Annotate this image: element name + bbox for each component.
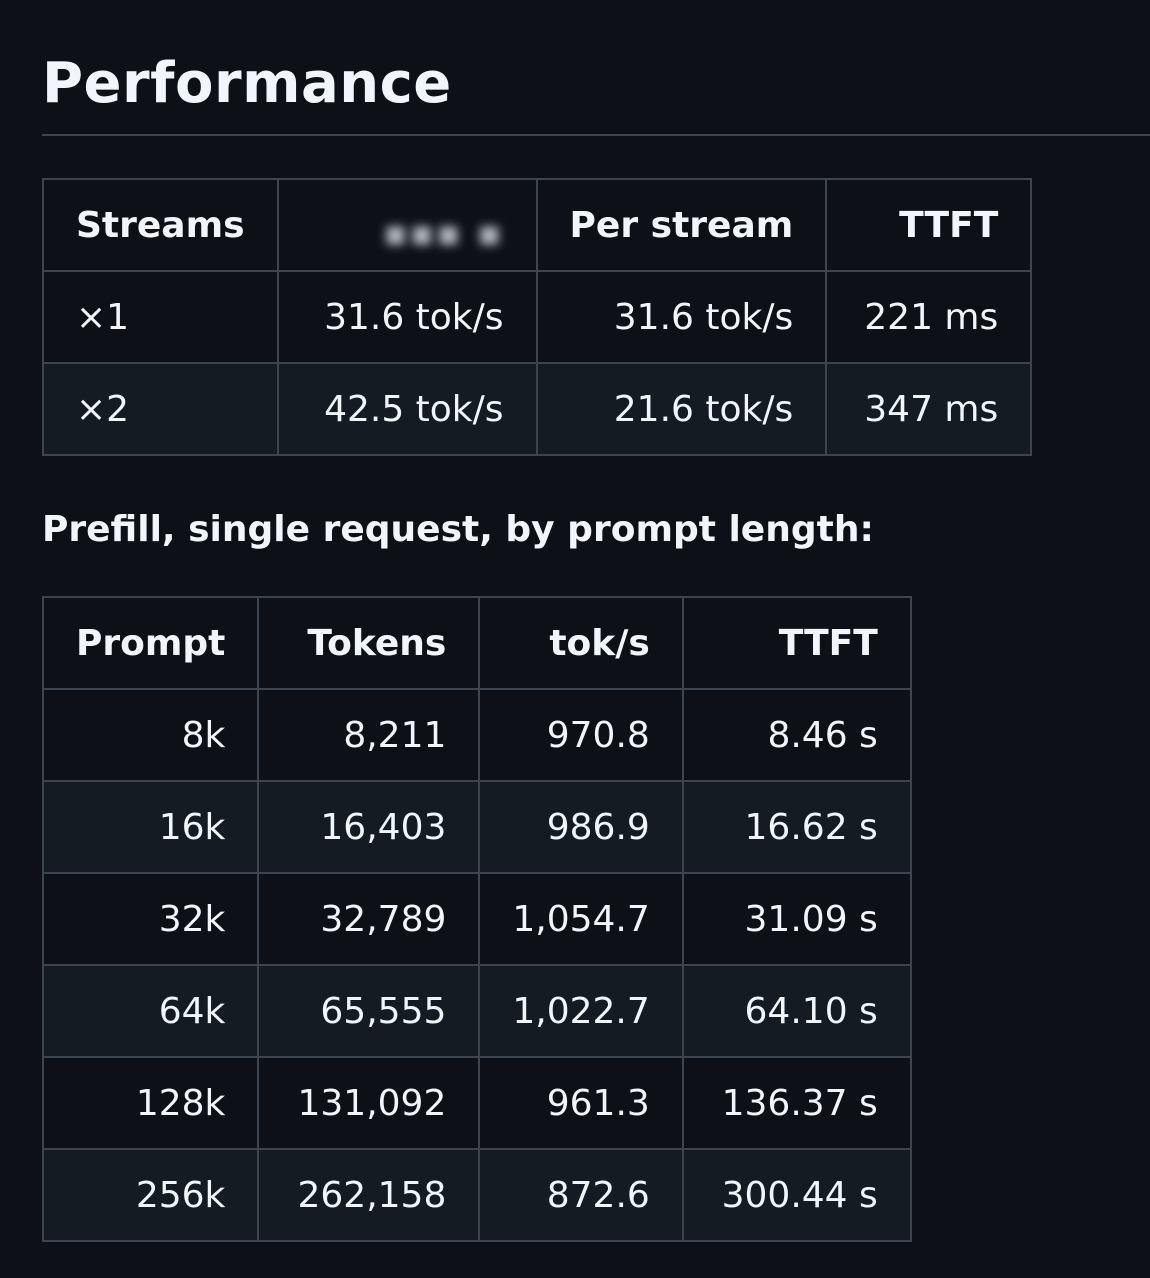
per-stream-cell: 21.6 tok/s — [535, 362, 828, 456]
prefill-caption: Prefill, single request, by prompt lengt… — [42, 509, 874, 550]
column-header-ttft: TTFT — [825, 178, 1033, 272]
ttft-cell: 221 ms — [825, 270, 1033, 364]
table-row: 8k 8,211 970.8 8.46 s — [41, 688, 912, 782]
column-header-per-stream: Per stream — [535, 178, 828, 272]
tokens-cell: 65,555 — [257, 964, 481, 1058]
tokens-cell: 8,211 — [257, 688, 481, 782]
prompt-cell: 64k — [41, 964, 260, 1058]
ttft-cell: 300.44 s — [681, 1148, 912, 1242]
table-row: 128k 131,092 961.3 136.37 s — [41, 1056, 912, 1150]
streams-cell: ×2 — [42, 362, 279, 456]
ttft-cell: 8.46 s — [681, 688, 912, 782]
table-row: ×2 42.5 tok/s 21.6 tok/s 347 ms — [42, 362, 1033, 456]
prompt-cell: 8k — [41, 688, 260, 782]
tok-per-s-cell: 872.6 — [478, 1148, 684, 1242]
tokens-cell: 16,403 — [257, 780, 481, 874]
prompt-cell: 16k — [41, 780, 260, 874]
ttft-cell: 64.10 s — [681, 964, 912, 1058]
ttft-cell: 136.37 s — [681, 1056, 912, 1150]
tok-per-s-cell: 970.8 — [478, 688, 684, 782]
prompt-cell: 256k — [41, 1148, 260, 1242]
column-header-ttft: TTFT — [681, 596, 912, 690]
tokens-cell: 262,158 — [257, 1148, 481, 1242]
section-heading: Performance — [42, 0, 1150, 136]
table-header-row: Streams ▪▪▪ ▪ Per stream TTFT — [42, 178, 1033, 272]
table-row: 16k 16,403 986.9 16.62 s — [41, 780, 912, 874]
streams-table: Streams ▪▪▪ ▪ Per stream TTFT ×1 31.6 to… — [42, 178, 1033, 456]
column-header-prompt: Prompt — [41, 596, 260, 690]
per-stream-cell: 31.6 tok/s — [535, 270, 828, 364]
ttft-cell: 31.09 s — [681, 872, 912, 966]
prefill-table: Prompt Tokens tok/s TTFT 8k 8,211 970.8 … — [41, 596, 912, 1242]
table-header-row: Prompt Tokens tok/s TTFT — [41, 596, 912, 690]
tok-per-s-cell: 986.9 — [478, 780, 684, 874]
aggregate-cell: 31.6 tok/s — [276, 270, 538, 364]
ttft-cell: 347 ms — [825, 362, 1033, 456]
ttft-cell: 16.62 s — [681, 780, 912, 874]
column-header-tok-per-s: tok/s — [478, 596, 684, 690]
streams-cell: ×1 — [42, 270, 279, 364]
table-row: ×1 31.6 tok/s 31.6 tok/s 221 ms — [42, 270, 1033, 364]
tok-per-s-cell: 1,054.7 — [478, 872, 684, 966]
tokens-cell: 131,092 — [257, 1056, 481, 1150]
tok-per-s-cell: 961.3 — [478, 1056, 684, 1150]
table-row: 256k 262,158 872.6 300.44 s — [41, 1148, 912, 1242]
column-header-streams: Streams — [42, 178, 279, 272]
prompt-cell: 128k — [41, 1056, 260, 1150]
blurred-header-text: ▪▪▪ ▪ — [383, 212, 504, 254]
aggregate-cell: 42.5 tok/s — [276, 362, 538, 456]
table-row: 32k 32,789 1,054.7 31.09 s — [41, 872, 912, 966]
prompt-cell: 32k — [41, 872, 260, 966]
table-row: 64k 65,555 1,022.7 64.10 s — [41, 964, 912, 1058]
tokens-cell: 32,789 — [257, 872, 481, 966]
column-header-obscured: ▪▪▪ ▪ — [276, 178, 538, 272]
markdown-body: Performance Streams ▪▪▪ ▪ Per stream TTF… — [41, 0, 1150, 1242]
column-header-tokens: Tokens — [257, 596, 481, 690]
tok-per-s-cell: 1,022.7 — [478, 964, 684, 1058]
